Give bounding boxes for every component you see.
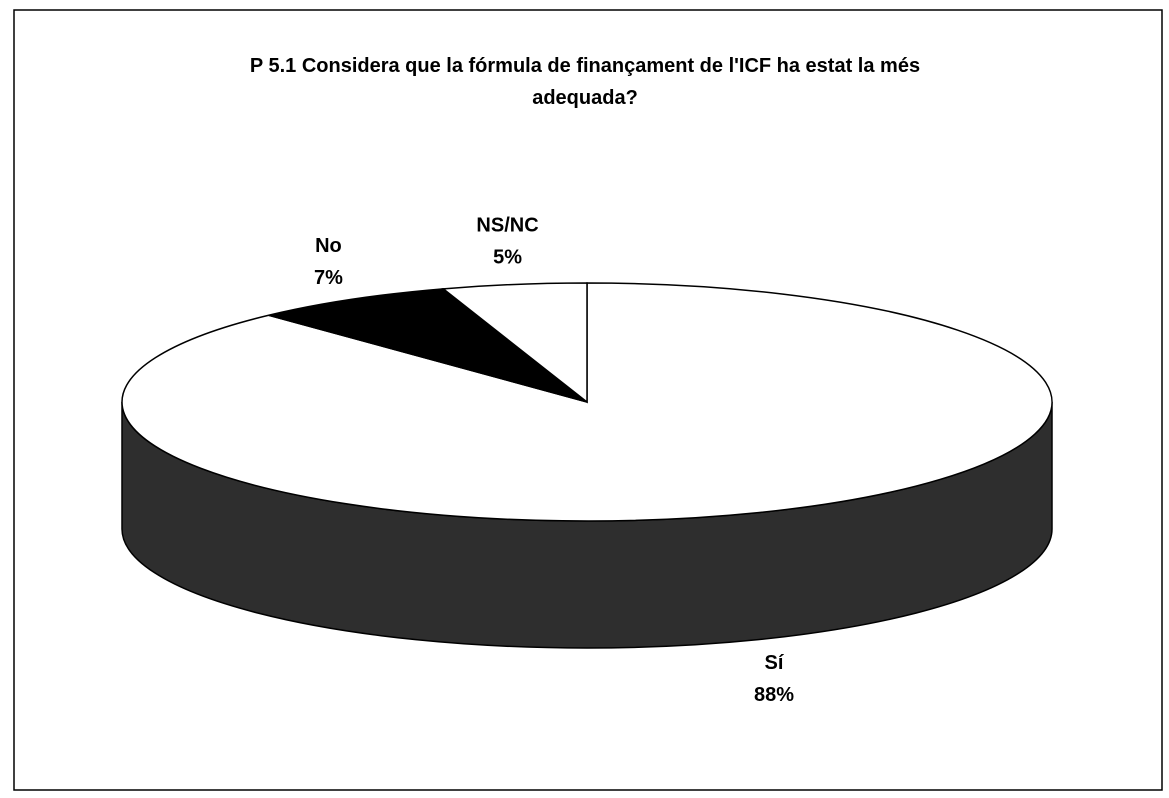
frame bbox=[13, 9, 1163, 791]
slice-label: No bbox=[315, 235, 342, 257]
pie-slice bbox=[441, 282, 588, 404]
slice-label: Sí bbox=[765, 652, 785, 674]
chart-title: P 5.1 Considera que la fórmula de finanç… bbox=[249, 55, 921, 109]
pie-slice bbox=[268, 288, 588, 403]
slice-label: NS/NC bbox=[476, 214, 538, 236]
slice-value-label: 7% bbox=[314, 267, 343, 289]
slice-value-label: 5% bbox=[493, 246, 522, 268]
slice-value-label: 88% bbox=[754, 684, 794, 706]
